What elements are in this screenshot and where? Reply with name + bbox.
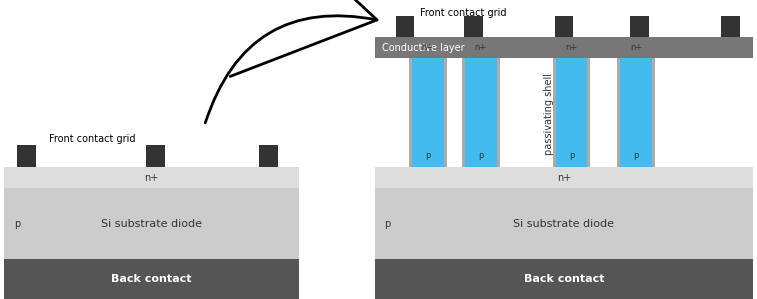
Text: n+: n+ (145, 173, 158, 183)
Bar (4, 259, 299, 299)
Bar (617, 58, 655, 167)
Text: Back contact: Back contact (111, 274, 192, 284)
FancyArrowPatch shape (205, 0, 377, 123)
Text: n+: n+ (565, 43, 578, 52)
Text: n+: n+ (422, 43, 434, 52)
Bar (412, 58, 444, 167)
Text: p: p (633, 151, 639, 160)
Bar (462, 58, 500, 167)
Bar (259, 145, 279, 167)
Text: Front contact grid: Front contact grid (49, 134, 136, 144)
Bar (375, 167, 753, 188)
Text: p: p (385, 219, 391, 228)
Text: p: p (478, 151, 484, 160)
Bar (4, 188, 299, 259)
Bar (620, 58, 652, 167)
Bar (145, 145, 164, 167)
Bar (556, 58, 587, 167)
Bar (463, 16, 483, 37)
Text: passivating shell: passivating shell (544, 73, 554, 155)
Bar (630, 16, 650, 37)
Text: p: p (14, 219, 20, 228)
Bar (375, 259, 753, 299)
Text: n+: n+ (630, 43, 642, 52)
Bar (554, 16, 574, 37)
Text: Si substrate diode: Si substrate diode (513, 219, 615, 228)
Text: Front contact grid: Front contact grid (420, 7, 506, 18)
Bar (553, 58, 590, 167)
Text: p: p (569, 151, 575, 160)
Bar (375, 37, 753, 58)
Bar (375, 188, 753, 259)
Bar (396, 16, 415, 37)
Text: Si substrate diode: Si substrate diode (101, 219, 202, 228)
Bar (721, 16, 740, 37)
Text: p: p (425, 151, 431, 160)
Bar (465, 58, 497, 167)
Text: n+: n+ (475, 43, 487, 52)
Text: Conductive layer: Conductive layer (382, 43, 465, 53)
Bar (17, 145, 36, 167)
Bar (4, 167, 299, 188)
Text: Back contact: Back contact (524, 274, 604, 284)
Bar (409, 58, 447, 167)
Text: n+: n+ (557, 173, 571, 183)
